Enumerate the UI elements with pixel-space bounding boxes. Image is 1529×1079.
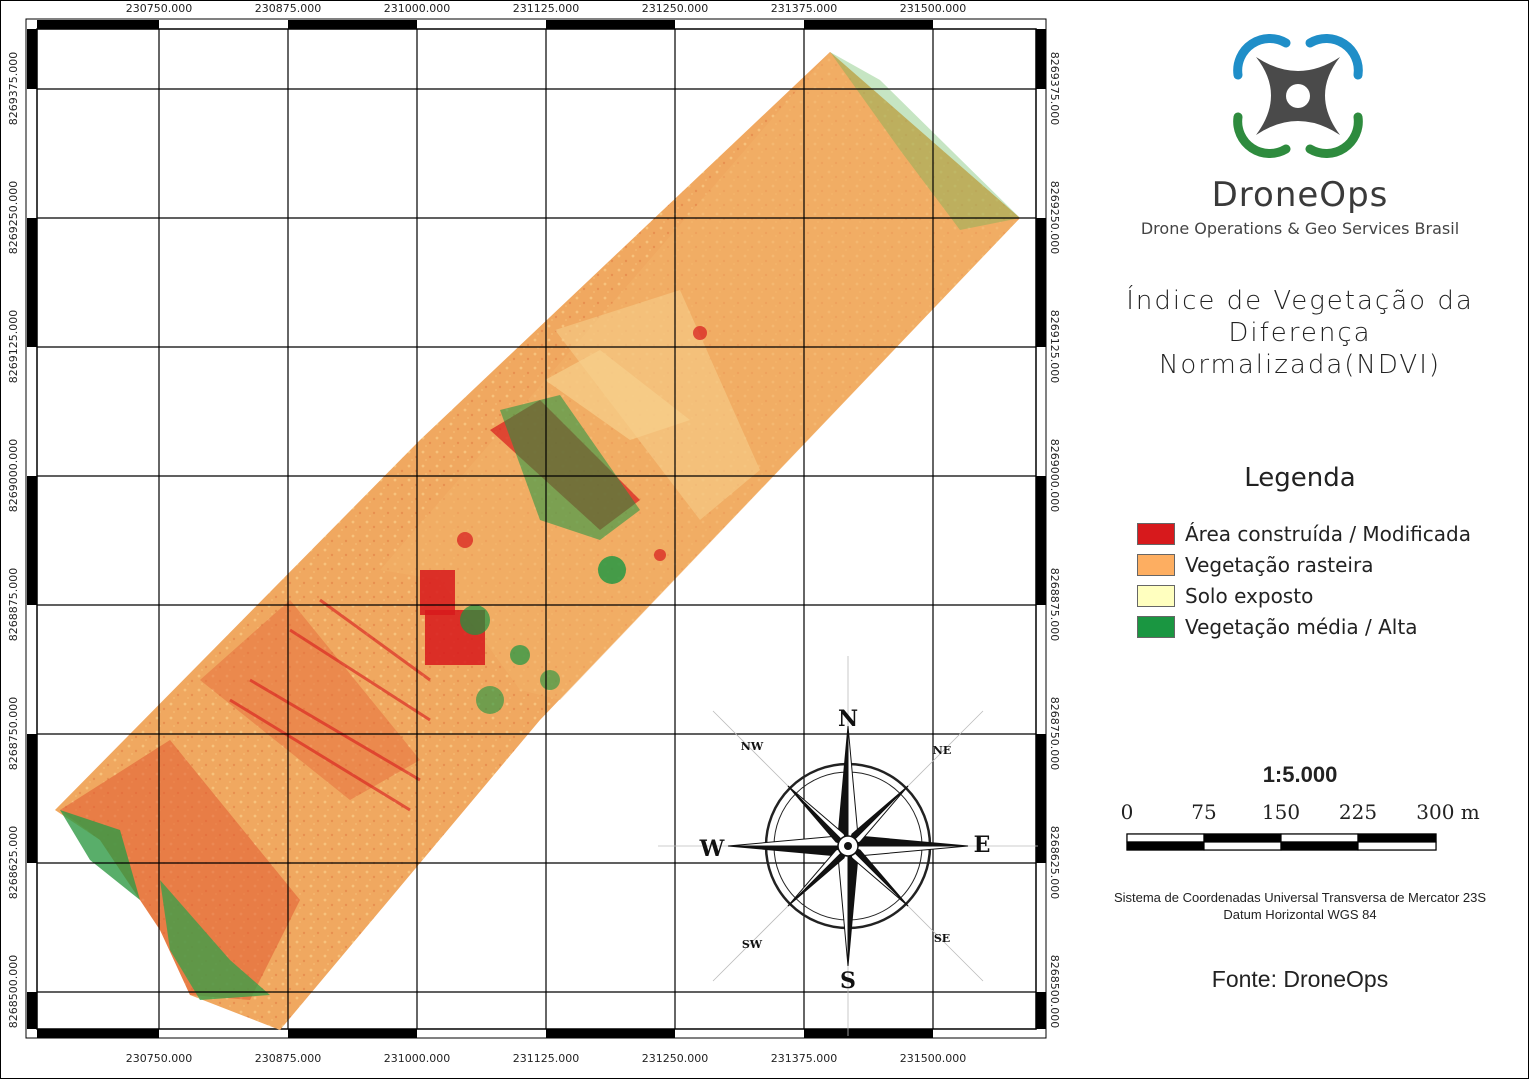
compass-w: W <box>699 836 725 862</box>
coord-right-label: 8268625.000 <box>1048 825 1062 900</box>
coord-right-label: 8269250.000 <box>1048 180 1062 255</box>
legend-swatch <box>1137 616 1175 638</box>
legend-item: Área construída / Modificada <box>1137 521 1471 547</box>
source-text: Fonte: DroneOps <box>1211 966 1389 992</box>
coord-top-label: 230750.000 <box>125 2 193 15</box>
legend-label: Área construída / Modificada <box>1185 522 1471 546</box>
coord-right-label: 8268750.000 <box>1048 696 1062 771</box>
brand-tagline: Drone Operations & Geo Services Brasil <box>1140 219 1460 238</box>
coord-left-label: 8269125.000 <box>7 309 21 384</box>
legend-item: Vegetação média / Alta <box>1137 614 1417 640</box>
coord-top-label: 230875.000 <box>254 2 322 15</box>
coord-top-label: 231500.000 <box>899 2 967 15</box>
compass-e: E <box>974 832 991 858</box>
map-grid <box>37 29 1036 1029</box>
legend-item: Solo exposto <box>1137 583 1313 609</box>
coord-right-label: 8269375.000 <box>1048 51 1062 126</box>
legend-swatch <box>1137 554 1175 576</box>
legend-label: Vegetação rasteira <box>1185 553 1374 577</box>
legend-swatch <box>1137 523 1175 545</box>
coord-right-label: 8268500.000 <box>1048 954 1062 1029</box>
coord-top-label: 231250.000 <box>641 2 709 15</box>
map-title-line1: Índice de Vegetação da <box>1126 286 1474 316</box>
scale-ratio: 1:5.000 <box>1262 762 1338 787</box>
compass-labels: N S E W NE NW SE SW <box>699 706 991 994</box>
compass-ne: NE <box>933 744 951 757</box>
coord-left-label: 8268750.000 <box>7 696 21 771</box>
frame-ticks <box>27 20 1046 1038</box>
coord-right-label: 8269000.000 <box>1048 438 1062 513</box>
coord-bottom-label: 231375.000 <box>770 1052 838 1065</box>
coord-bottom-label: 230875.000 <box>254 1052 322 1065</box>
coord-left-label: 8268875.000 <box>7 567 21 642</box>
scale-tick-label: 300 m <box>1416 800 1480 824</box>
brand-name: DroneOps <box>1211 175 1389 215</box>
compass-s: S <box>840 968 856 994</box>
coord-left-label: 8269250.000 <box>7 180 21 255</box>
coord-top-label: 231125.000 <box>512 2 580 15</box>
crs-text: Sistema de Coordenadas Universal Transve… <box>1113 890 1487 905</box>
coord-top-label: 231000.000 <box>383 2 451 15</box>
coord-left-label: 8269000.000 <box>7 438 21 513</box>
coord-left-label: 8269375.000 <box>7 51 21 126</box>
ndvi-raster <box>55 52 1020 1030</box>
legend-title: Legenda <box>1244 463 1356 493</box>
coord-right-label: 8269125.000 <box>1048 309 1062 384</box>
compass-nw: NW <box>741 740 764 753</box>
coord-bottom-label: 231000.000 <box>383 1052 451 1065</box>
coord-right-label: 8268875.000 <box>1048 567 1062 642</box>
map-title-line3: Normalizada(NDVI) <box>1158 350 1442 380</box>
legend-item: Vegetação rasteira <box>1137 552 1373 578</box>
scale-tick-label: 225 <box>1338 800 1378 824</box>
coord-bottom-label: 231500.000 <box>899 1052 967 1065</box>
coord-left-label: 8268500.000 <box>7 954 21 1029</box>
compass-sw: SW <box>742 938 763 951</box>
compass-se: SE <box>934 932 950 945</box>
legend-label: Vegetação média / Alta <box>1185 615 1418 639</box>
compass-rose <box>658 656 1038 1036</box>
datum-text: Datum Horizontal WGS 84 <box>1223 907 1377 922</box>
scale-tick-label: 0 <box>1120 800 1134 824</box>
map-title-line2: Diferença <box>1228 318 1372 348</box>
legend-label: Solo exposto <box>1185 584 1314 608</box>
coord-bottom-label: 231250.000 <box>641 1052 709 1065</box>
legend-swatch <box>1137 585 1175 607</box>
coord-top-label: 231375.000 <box>770 2 838 15</box>
scale-tick-label: 75 <box>1191 800 1217 824</box>
coord-left-label: 8268625.000 <box>7 825 21 900</box>
coord-bottom-label: 230750.000 <box>125 1052 193 1065</box>
map-title: Índice de Vegetação da Diferença Normali… <box>1085 285 1515 381</box>
scale-tick-label: 150 <box>1261 800 1301 824</box>
scale-bar <box>1126 833 1437 851</box>
compass-n: N <box>838 706 858 732</box>
droneops-logo-icon <box>1233 34 1363 158</box>
coord-bottom-label: 231125.000 <box>512 1052 580 1065</box>
